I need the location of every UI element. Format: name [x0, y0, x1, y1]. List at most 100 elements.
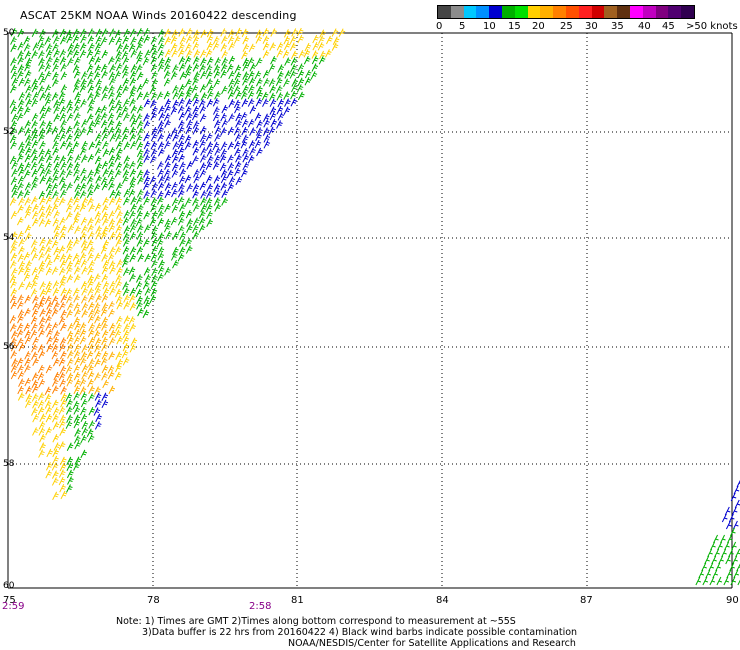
wind-barb [136, 246, 144, 255]
wind-barb [276, 42, 284, 51]
wind-barb [736, 563, 740, 572]
wind-barb [122, 357, 130, 366]
wind-barb [81, 225, 88, 234]
wind-barb [73, 385, 81, 395]
wind-barb [45, 182, 53, 192]
wind-barb [214, 126, 222, 135]
wind-barb [150, 154, 157, 164]
wind-barb [65, 203, 73, 213]
wind-barb [135, 288, 143, 298]
wind-barb [31, 344, 38, 353]
wind-barb [158, 36, 165, 45]
wind-barb [199, 84, 207, 93]
wind-barb [164, 57, 172, 66]
wind-barb [74, 378, 81, 388]
wind-barb [130, 105, 138, 114]
wind-barb [164, 154, 172, 164]
colorbar-label: 25 [560, 21, 573, 32]
wind-barb [185, 125, 193, 135]
wind-barb [206, 210, 213, 220]
wind-barb [122, 56, 130, 65]
wind-barb [24, 399, 32, 408]
wind-barb [52, 421, 60, 430]
wind-barb [116, 266, 123, 276]
wind-barb [143, 113, 150, 122]
wind-barb [205, 49, 213, 58]
wind-barb [17, 314, 24, 324]
wind-barb [45, 161, 53, 171]
wind-barb [80, 71, 88, 80]
wind-barb [136, 224, 144, 233]
wind-barb [247, 57, 255, 66]
wind-barb [114, 204, 122, 213]
wind-barb [235, 112, 242, 122]
wind-barb [72, 141, 80, 150]
wind-barb [157, 148, 165, 157]
wind-barb [80, 78, 87, 87]
wind-barb [102, 379, 109, 389]
wind-barb [66, 378, 74, 387]
wind-barb [59, 105, 67, 115]
wind-barb [129, 224, 137, 233]
wind-barb [24, 161, 32, 171]
wind-barb [53, 224, 61, 233]
wind-barb [66, 266, 73, 275]
wind-barb [79, 322, 87, 331]
wind-barb [137, 127, 144, 136]
wind-barb [88, 203, 95, 212]
wind-barb [715, 562, 721, 572]
wind-barb [72, 400, 80, 410]
wind-barb [80, 239, 88, 248]
wind-barb [108, 91, 115, 100]
wind-barb [66, 442, 74, 451]
wind-barb [144, 49, 151, 59]
wind-barb [179, 168, 186, 177]
wind-barb [87, 92, 94, 101]
wind-barb [219, 162, 227, 172]
wind-barb [25, 385, 32, 395]
wind-barb [192, 126, 200, 135]
wind-barb [51, 203, 59, 213]
wind-barb [95, 294, 102, 303]
wind-barb [143, 300, 151, 310]
wind-barb [291, 83, 298, 93]
wind-barb [72, 49, 80, 59]
wind-barb [32, 217, 39, 227]
wind-barb [136, 71, 144, 81]
wind-barb [32, 91, 40, 101]
wind-barb [213, 197, 221, 206]
wind-barb [129, 133, 137, 142]
wind-barb [206, 98, 214, 108]
wind-barb [94, 344, 101, 353]
wind-barb [276, 92, 284, 101]
wind-barb [221, 50, 228, 59]
wind-barb [109, 64, 116, 73]
colorbar-label: 15 [508, 21, 521, 32]
colorbar-label: 0 [436, 21, 443, 32]
wind-barb [53, 246, 60, 256]
wind-barb [283, 78, 290, 88]
wind-barbs [9, 27, 740, 586]
wind-barb [150, 280, 158, 290]
wind-barb [192, 224, 199, 234]
wind-barb [178, 56, 186, 65]
wind-barb [72, 84, 80, 93]
lat-label: 52 [3, 127, 15, 137]
wind-barb [727, 534, 733, 544]
wind-barb [38, 42, 45, 51]
wind-barb [129, 302, 137, 311]
wind-barb [185, 49, 193, 58]
wind-barb [80, 351, 88, 360]
wind-barb [53, 442, 61, 451]
wind-barb [101, 343, 108, 352]
wind-barb [80, 231, 87, 241]
colorbar-segment [617, 6, 630, 18]
wind-barb [728, 548, 734, 558]
wind-barb [86, 113, 94, 122]
wind-barb [80, 167, 87, 177]
wind-barb [101, 273, 109, 283]
wind-barb [143, 211, 150, 220]
wind-barb [123, 98, 130, 108]
wind-barb [72, 64, 80, 73]
wind-barb [157, 232, 165, 241]
